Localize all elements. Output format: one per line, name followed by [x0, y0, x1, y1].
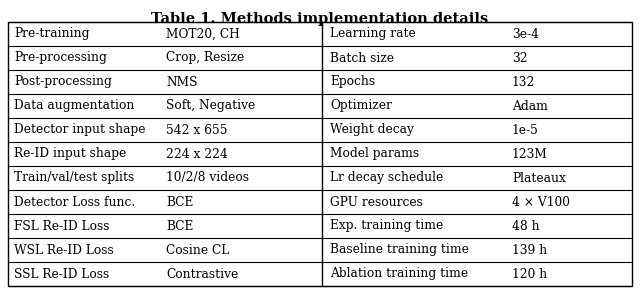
Text: Weight decay: Weight decay [330, 124, 414, 137]
Text: Pre-processing: Pre-processing [14, 52, 107, 64]
Text: Batch size: Batch size [330, 52, 394, 64]
Text: 10/2/8 videos: 10/2/8 videos [166, 171, 249, 184]
Text: Contrastive: Contrastive [166, 267, 238, 280]
Text: 1e-5: 1e-5 [512, 124, 539, 137]
Text: 120 h: 120 h [512, 267, 547, 280]
Text: WSL Re-ID Loss: WSL Re-ID Loss [14, 244, 114, 256]
Text: Pre-training: Pre-training [14, 28, 90, 41]
Text: Model params: Model params [330, 148, 419, 160]
Text: 123M: 123M [512, 148, 548, 160]
Text: Cosine CL: Cosine CL [166, 244, 229, 256]
Text: Baseline training time: Baseline training time [330, 244, 469, 256]
Text: 32: 32 [512, 52, 527, 64]
Text: NMS: NMS [166, 75, 198, 88]
Text: 48 h: 48 h [512, 220, 540, 233]
Text: Train/val/test splits: Train/val/test splits [14, 171, 134, 184]
Text: Plateaux: Plateaux [512, 171, 566, 184]
Text: Learning rate: Learning rate [330, 28, 416, 41]
Text: Crop, Resize: Crop, Resize [166, 52, 244, 64]
Text: Epochs: Epochs [330, 75, 375, 88]
Text: Post-processing: Post-processing [14, 75, 112, 88]
Text: GPU resources: GPU resources [330, 195, 423, 209]
Text: Table 1. Methods implementation details: Table 1. Methods implementation details [152, 12, 488, 26]
Text: SSL Re-ID Loss: SSL Re-ID Loss [14, 267, 109, 280]
Text: 542 x 655: 542 x 655 [166, 124, 227, 137]
Text: Data augmentation: Data augmentation [14, 99, 134, 113]
Text: 132: 132 [512, 75, 536, 88]
Text: Soft, Negative: Soft, Negative [166, 99, 255, 113]
Text: Ablation training time: Ablation training time [330, 267, 468, 280]
Text: Exp. training time: Exp. training time [330, 220, 444, 233]
Text: Lr decay schedule: Lr decay schedule [330, 171, 444, 184]
Text: Adam: Adam [512, 99, 548, 113]
Text: 139 h: 139 h [512, 244, 547, 256]
Text: 4 × V100: 4 × V100 [512, 195, 570, 209]
Text: FSL Re-ID Loss: FSL Re-ID Loss [14, 220, 109, 233]
Text: Detector input shape: Detector input shape [14, 124, 145, 137]
Text: 224 x 224: 224 x 224 [166, 148, 228, 160]
Text: Detector Loss func.: Detector Loss func. [14, 195, 135, 209]
Text: Re-ID input shape: Re-ID input shape [14, 148, 126, 160]
Text: 3e-4: 3e-4 [512, 28, 539, 41]
Text: Optimizer: Optimizer [330, 99, 392, 113]
Text: MOT20, CH: MOT20, CH [166, 28, 240, 41]
Text: BCE: BCE [166, 220, 193, 233]
Text: BCE: BCE [166, 195, 193, 209]
